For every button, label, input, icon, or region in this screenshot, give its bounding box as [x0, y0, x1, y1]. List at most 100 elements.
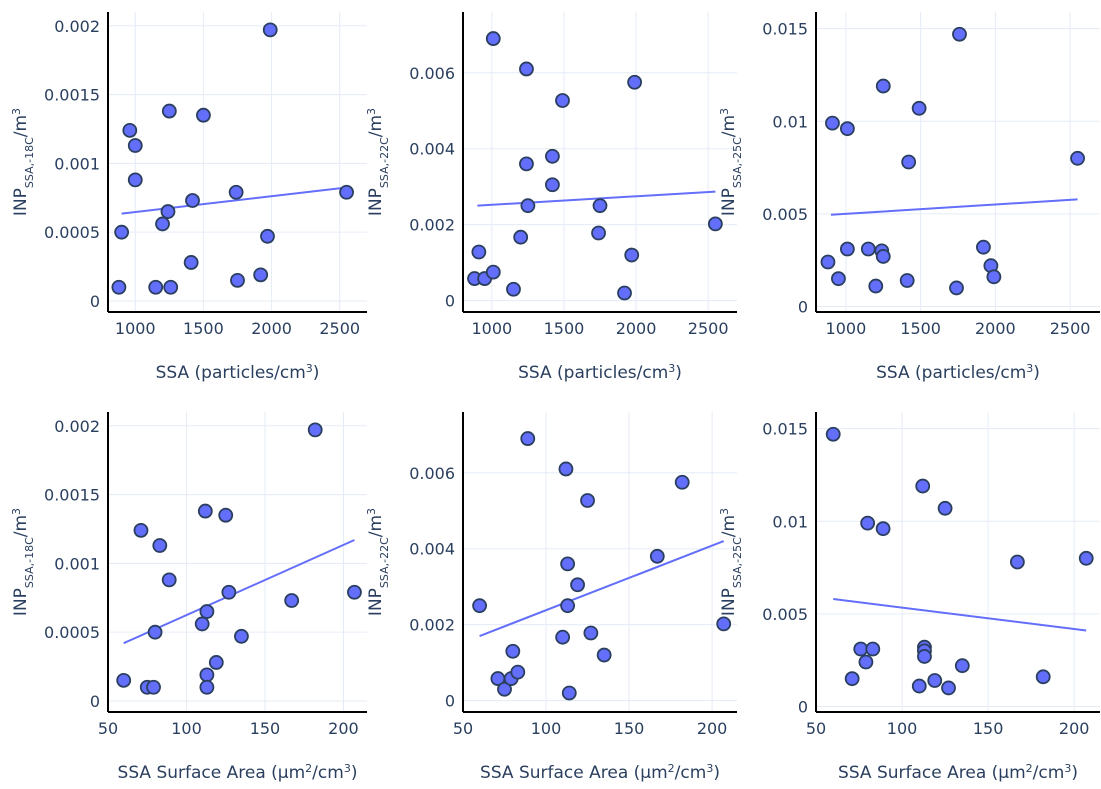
x-tick-label: 1500 — [900, 319, 941, 338]
data-point — [262, 22, 278, 38]
y-tick-label: 0.002 — [409, 616, 455, 635]
y-tick-label: 0.004 — [409, 540, 455, 559]
data-point — [230, 272, 245, 288]
x-tick-label: 2000 — [251, 319, 292, 338]
data-point — [561, 685, 577, 701]
x-tick-label: 2500 — [688, 319, 729, 338]
data-point — [917, 649, 932, 664]
y-axis-title: INPSSA,-25C/m3 — [718, 108, 744, 216]
data-point — [555, 629, 571, 645]
y-tick-label: 0.01 — [772, 512, 808, 531]
data-point — [497, 681, 512, 697]
data-point — [875, 78, 891, 94]
data-point — [844, 671, 860, 687]
y-axis-title: INPSSA,-25C/m3 — [718, 508, 744, 616]
y-tick-label: 0.005 — [762, 605, 808, 624]
data-point — [520, 198, 536, 214]
trend-line — [121, 186, 347, 215]
data-point — [183, 255, 199, 270]
y-tick-label: 0.004 — [409, 140, 455, 159]
data-point — [839, 121, 855, 137]
data-point — [624, 247, 640, 263]
data-point — [674, 474, 690, 490]
x-tick-label: 100 — [531, 719, 562, 738]
data-point — [163, 279, 179, 295]
data-point — [937, 500, 953, 516]
x-tick-label: 150 — [614, 719, 645, 738]
data-point — [147, 624, 163, 640]
data-point — [199, 667, 215, 683]
y-axis-title: INPSSA,-22C/m3 — [365, 108, 391, 216]
data-point — [853, 641, 869, 657]
data-point — [927, 673, 943, 688]
data-point — [339, 184, 354, 200]
y-tick-label: 0 — [798, 697, 808, 716]
data-point — [545, 177, 560, 193]
data-point — [545, 148, 560, 164]
y-tick-label: 0 — [90, 292, 100, 311]
data-point — [825, 115, 840, 131]
y-tick-label: 0.0015 — [44, 86, 100, 105]
data-point — [234, 628, 249, 644]
x-tick-label: 2000 — [975, 319, 1016, 338]
data-point — [228, 184, 244, 200]
data-point — [865, 641, 881, 657]
x-axis-title: SSA (particles/cm3) — [876, 362, 1040, 384]
y-tick-label: 0.002 — [409, 216, 455, 235]
data-point — [485, 31, 501, 46]
x-tick-label: 100 — [171, 719, 202, 738]
data-point — [911, 100, 927, 116]
data-point — [253, 267, 269, 283]
data-point — [583, 625, 599, 641]
data-point — [825, 426, 841, 442]
x-tick-label: 1500 — [544, 319, 585, 338]
data-point — [506, 281, 521, 297]
x-axis-title: SSA Surface Area (µm2/cm3) — [480, 762, 720, 784]
data-point — [485, 264, 501, 280]
data-point — [952, 26, 967, 42]
data-point — [471, 244, 487, 260]
data-point — [199, 604, 215, 619]
x-tick-label: 1000 — [471, 319, 512, 338]
x-tick-label: 2500 — [319, 319, 360, 338]
chart-panel-2: 1000 1500 2000 2500 0 0.002 0.004 0.006 SSA (par… — [365, 12, 737, 384]
data-point — [899, 273, 915, 288]
data-point — [513, 229, 529, 245]
data-point — [941, 680, 956, 696]
y-tick-label: 0.0005 — [44, 623, 100, 642]
data-point — [560, 556, 576, 572]
trend-line — [479, 540, 725, 637]
data-point — [986, 269, 1002, 285]
y-tick-label: 0.015 — [762, 420, 808, 439]
y-axis-title: INPSSA,-22C/m3 — [365, 508, 391, 616]
data-point — [160, 204, 176, 219]
data-point — [954, 658, 970, 674]
data-point — [347, 584, 362, 600]
data-point — [858, 654, 874, 670]
data-point — [127, 138, 143, 153]
x-tick-label: 100 — [887, 719, 918, 738]
data-point — [111, 279, 127, 295]
data-point — [1070, 150, 1085, 166]
data-point — [146, 679, 161, 695]
x-tick-label: 1000 — [826, 319, 867, 338]
x-tick-label: 200 — [697, 719, 728, 738]
x-tick-label: 150 — [973, 719, 1004, 738]
data-point — [155, 216, 170, 232]
data-point — [519, 61, 534, 77]
x-tick-label: 200 — [328, 719, 359, 738]
y-tick-label: 0.006 — [409, 464, 455, 483]
data-point — [860, 515, 876, 531]
chart-panel-4: 50 100 150 200 0 0.0005 0.001 0.0015 0.002 SSA Su… — [10, 412, 367, 783]
y-tick-label: 0 — [90, 692, 100, 711]
trend-line — [830, 198, 1078, 216]
x-tick-label: 50 — [98, 719, 118, 738]
x-tick-label: 2500 — [1050, 319, 1091, 338]
x-axis-title: SSA (particles/cm3) — [518, 362, 682, 384]
y-axis-title: INPSSA,-18C/m3 — [10, 508, 36, 616]
data-point — [901, 154, 917, 170]
chart-panel-3: 1000 1500 2000 2500 0 0.005 0.01 0.015 SSA (part… — [718, 12, 1100, 384]
data-point — [199, 679, 215, 695]
data-point — [260, 228, 275, 244]
data-point — [911, 678, 927, 694]
